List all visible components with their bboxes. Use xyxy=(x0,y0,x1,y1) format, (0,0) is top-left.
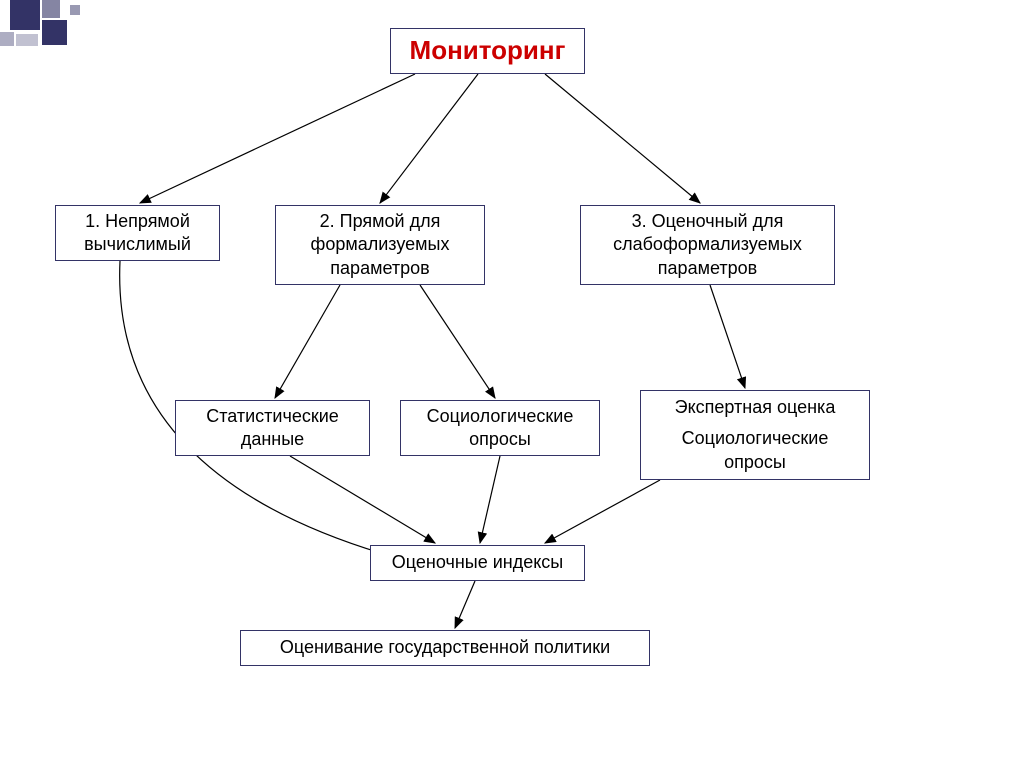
node-n3: 3. Оценочный для слабоформализуемых пара… xyxy=(580,205,835,285)
node-policy: Оценивание государственной политики xyxy=(240,630,650,666)
edge-soc-indices xyxy=(480,456,500,543)
node-stat: Статистические данные xyxy=(175,400,370,456)
node-n2: 2. Прямой для формализуемых параметров xyxy=(275,205,485,285)
edge-n3-expert xyxy=(710,285,745,388)
edge-monitoring-n1 xyxy=(140,74,415,203)
corner-decoration xyxy=(0,0,120,50)
edge-indices-policy xyxy=(455,581,475,628)
node-monitoring: Мониторинг xyxy=(390,28,585,74)
edge-expert-indices xyxy=(545,480,660,543)
edge-stat-indices xyxy=(290,456,435,543)
node-expert: Экспертная оценкаСоциологические опросы xyxy=(640,390,870,480)
edge-n2-stat xyxy=(275,285,340,398)
node-n1: 1. Непрямой вычислимый xyxy=(55,205,220,261)
edge-monitoring-n3 xyxy=(545,74,700,203)
node-indices: Оценочные индексы xyxy=(370,545,585,581)
edge-monitoring-n2 xyxy=(380,74,478,203)
edge-n2-soc xyxy=(420,285,495,398)
node-soc: Социологические опросы xyxy=(400,400,600,456)
